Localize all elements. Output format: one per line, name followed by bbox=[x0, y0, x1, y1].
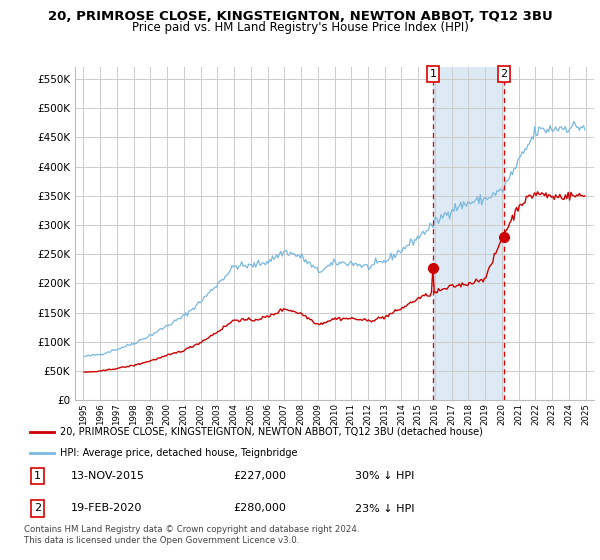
Text: 2: 2 bbox=[500, 69, 508, 79]
Text: 1: 1 bbox=[430, 69, 436, 79]
Text: 20, PRIMROSE CLOSE, KINGSTEIGNTON, NEWTON ABBOT, TQ12 3BU: 20, PRIMROSE CLOSE, KINGSTEIGNTON, NEWTO… bbox=[47, 10, 553, 22]
Text: £227,000: £227,000 bbox=[234, 471, 287, 481]
Bar bbox=[433, 67, 504, 400]
Text: 30% ↓ HPI: 30% ↓ HPI bbox=[355, 471, 415, 481]
Text: 2: 2 bbox=[34, 503, 41, 514]
Text: Contains HM Land Registry data © Crown copyright and database right 2024.
This d: Contains HM Land Registry data © Crown c… bbox=[24, 525, 359, 545]
Text: HPI: Average price, detached house, Teignbridge: HPI: Average price, detached house, Teig… bbox=[60, 448, 298, 458]
Text: Price paid vs. HM Land Registry's House Price Index (HPI): Price paid vs. HM Land Registry's House … bbox=[131, 21, 469, 34]
Text: 19-FEB-2020: 19-FEB-2020 bbox=[71, 503, 142, 514]
Text: £280,000: £280,000 bbox=[234, 503, 287, 514]
Text: 13-NOV-2015: 13-NOV-2015 bbox=[71, 471, 145, 481]
Text: 1: 1 bbox=[34, 471, 41, 481]
Text: 20, PRIMROSE CLOSE, KINGSTEIGNTON, NEWTON ABBOT, TQ12 3BU (detached house): 20, PRIMROSE CLOSE, KINGSTEIGNTON, NEWTO… bbox=[60, 427, 483, 437]
Text: 23% ↓ HPI: 23% ↓ HPI bbox=[355, 503, 415, 514]
